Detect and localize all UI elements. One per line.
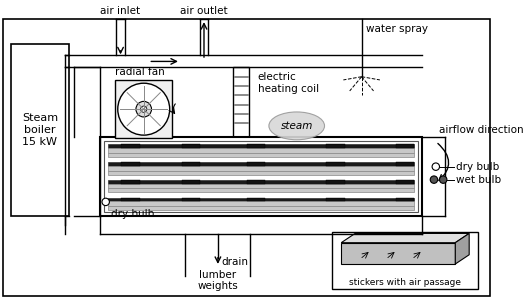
Circle shape [102, 198, 109, 206]
Bar [108, 198, 415, 201]
Bar [108, 153, 415, 157]
Bar [396, 198, 415, 201]
Text: steam: steam [280, 121, 313, 131]
Bar [100, 137, 422, 216]
Text: air outlet: air outlet [180, 5, 228, 16]
Text: wet bulb: wet bulb [456, 174, 501, 185]
Bar [122, 198, 140, 201]
Bar [246, 180, 265, 184]
Bar [122, 144, 140, 148]
Bar [396, 144, 415, 148]
Bar [108, 171, 415, 174]
Circle shape [118, 83, 170, 135]
Bar [104, 141, 418, 212]
Bar [182, 180, 200, 184]
Bar [182, 162, 200, 166]
Circle shape [432, 163, 440, 170]
Bar [108, 148, 415, 153]
Text: dry bulb: dry bulb [456, 162, 500, 172]
Bar [396, 180, 415, 184]
Circle shape [141, 106, 147, 112]
Bar [108, 201, 415, 206]
Text: electric
heating coil: electric heating coil [258, 72, 319, 94]
Bar [108, 188, 415, 192]
Circle shape [136, 101, 151, 117]
Bar [327, 198, 345, 201]
Text: radial fan: radial fan [115, 67, 165, 77]
Bar [332, 232, 478, 289]
Bar [108, 144, 415, 148]
Text: dry bulb: dry bulb [112, 209, 155, 219]
Polygon shape [341, 243, 455, 264]
Circle shape [440, 176, 447, 183]
Bar [246, 144, 265, 148]
Bar [122, 180, 140, 184]
Bar [108, 206, 415, 210]
Bar [108, 180, 415, 184]
Bar [182, 198, 200, 201]
Polygon shape [341, 233, 469, 243]
Text: air inlet: air inlet [100, 5, 141, 16]
Bar [108, 162, 415, 166]
Bar [327, 162, 345, 166]
Ellipse shape [269, 112, 324, 140]
Bar [246, 198, 265, 201]
Polygon shape [455, 233, 469, 264]
Text: stickers with air passage: stickers with air passage [349, 278, 461, 287]
Bar [122, 162, 140, 166]
Bar [246, 162, 265, 166]
Bar [11, 44, 68, 216]
Bar [233, 67, 250, 137]
Text: water spray: water spray [366, 24, 429, 34]
Bar [182, 144, 200, 148]
Bar [327, 144, 345, 148]
Bar [108, 184, 415, 188]
Bar [115, 81, 173, 138]
Text: airflow direction: airflow direction [439, 125, 523, 135]
Bar [327, 180, 345, 184]
Circle shape [430, 176, 438, 183]
Text: lumber
weights: lumber weights [198, 270, 238, 291]
Text: Steam
boiler
15 kW: Steam boiler 15 kW [22, 113, 58, 147]
Bar [396, 162, 415, 166]
Text: drain: drain [221, 257, 249, 267]
Bar [108, 166, 415, 171]
